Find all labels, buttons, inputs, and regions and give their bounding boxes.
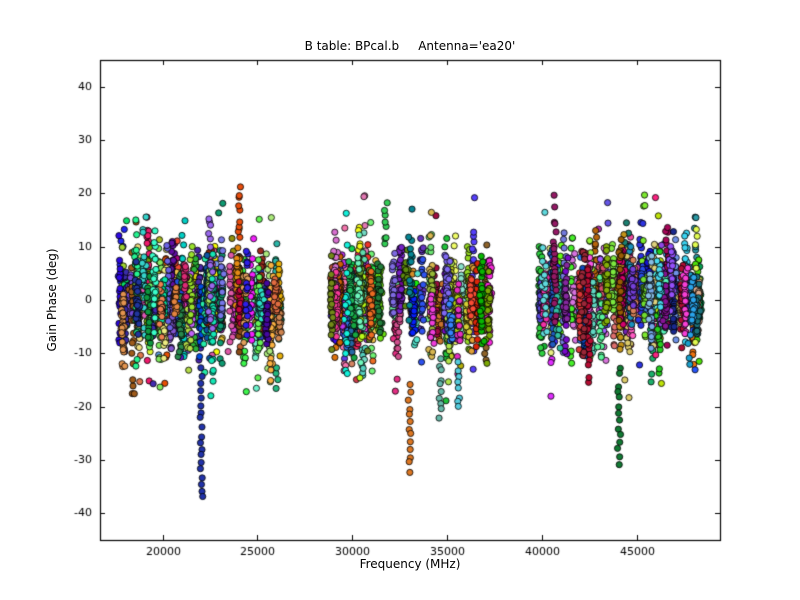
x-axis-label: Frequency (MHz) (359, 557, 461, 571)
y-axis-label: Gain Phase (deg) (45, 248, 59, 352)
chart-title: B table: BPcal.b Antenna='ea20' (304, 39, 516, 53)
